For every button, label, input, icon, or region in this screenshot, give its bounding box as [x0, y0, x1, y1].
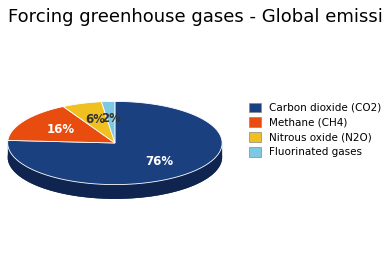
Text: 2%: 2%	[101, 112, 121, 125]
Polygon shape	[101, 101, 115, 143]
Polygon shape	[8, 143, 222, 199]
Legend: Carbon dioxide (CO2), Methane (CH4), Nitrous oxide (N2O), Fluorinated gases: Carbon dioxide (CO2), Methane (CH4), Nit…	[247, 100, 383, 160]
Text: 76%: 76%	[145, 155, 173, 168]
Ellipse shape	[8, 116, 222, 199]
Polygon shape	[8, 101, 222, 185]
Polygon shape	[8, 107, 115, 143]
Polygon shape	[63, 102, 115, 143]
Text: 16%: 16%	[46, 123, 75, 136]
Text: 6%: 6%	[85, 113, 105, 126]
Text: Forcing greenhouse gases - Global emissions: Forcing greenhouse gases - Global emissi…	[8, 8, 383, 26]
